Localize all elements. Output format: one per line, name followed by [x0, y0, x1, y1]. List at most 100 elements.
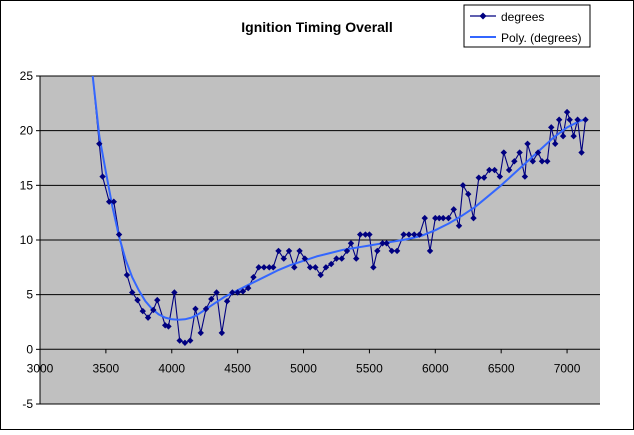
data-point-marker	[524, 140, 531, 147]
data-point-marker	[229, 289, 236, 296]
data-point-marker	[534, 149, 542, 156]
data-point-marker	[496, 173, 504, 180]
data-point-marker	[465, 190, 472, 198]
data-point-marker	[115, 231, 123, 238]
data-point-marker	[470, 214, 477, 222]
data-point-marker	[213, 289, 220, 296]
data-point-marker	[239, 288, 247, 295]
data-point-marker	[187, 337, 194, 344]
legend: degrees Poly. (degrees)	[463, 4, 591, 48]
data-point-marker	[333, 255, 340, 262]
data-point-marker	[566, 116, 573, 123]
data-point-marker	[538, 158, 546, 165]
data-point-marker	[123, 271, 131, 279]
data-point-marker	[405, 231, 413, 238]
series-layer	[91, 76, 589, 346]
data-point-marker	[317, 271, 324, 279]
data-point-marker	[486, 166, 493, 174]
chart-title: Ignition Timing Overall	[241, 19, 392, 35]
data-point-marker	[139, 307, 146, 315]
data-point-marker	[353, 255, 360, 262]
data-point-marker	[96, 140, 103, 147]
data-point-marker	[459, 182, 467, 189]
data-point-marker	[374, 247, 381, 255]
data-point-marker	[400, 231, 407, 238]
y-tick-label: -5	[22, 397, 33, 411]
data-point-marker	[270, 264, 277, 271]
data-point-marker	[393, 247, 401, 255]
data-point-marker	[432, 214, 439, 222]
data-point-marker	[574, 116, 581, 123]
data-point-marker	[555, 116, 563, 123]
data-point-marker	[165, 323, 172, 330]
y-tick-label: 0	[26, 342, 33, 356]
data-point-marker	[480, 174, 488, 181]
data-point-marker	[388, 247, 396, 255]
data-point-marker	[505, 166, 513, 174]
data-point-marker	[455, 222, 463, 229]
data-point-marker	[578, 149, 585, 156]
legend-degrees-label: degrees	[501, 10, 544, 24]
data-point-marker	[223, 298, 231, 305]
data-point-marker	[563, 108, 571, 116]
data-point-marker	[379, 240, 386, 247]
data-point-marker	[181, 339, 189, 346]
y-tick-label: 25	[20, 69, 34, 83]
data-point-marker	[250, 273, 257, 281]
data-point-marker	[266, 264, 273, 271]
data-point-marker	[436, 214, 443, 222]
data-point-marker	[450, 206, 457, 213]
x-tick-label: 4500	[224, 361, 251, 375]
data-point-marker	[544, 158, 551, 165]
data-point-marker	[306, 264, 314, 271]
data-point-marker	[416, 231, 423, 238]
data-point-marker	[338, 255, 345, 262]
legend-poly-label: Poly. (degrees)	[501, 31, 581, 45]
data-point-marker	[291, 264, 298, 271]
y-tick-label: 15	[20, 178, 34, 192]
data-point-marker	[570, 132, 577, 140]
data-point-marker	[202, 305, 210, 313]
data-point-marker	[343, 247, 351, 255]
data-point-marker	[312, 264, 319, 271]
data-point-marker	[255, 264, 262, 271]
data-point-marker	[129, 289, 136, 296]
data-point-marker	[218, 329, 226, 337]
data-point-marker	[296, 247, 303, 255]
data-point-marker	[154, 296, 161, 304]
data-point-marker	[500, 149, 508, 156]
data-point-marker	[552, 140, 559, 147]
x-tick-label: 5000	[290, 361, 317, 375]
data-point-marker	[362, 231, 369, 238]
x-tick-label: 7000	[554, 361, 581, 375]
axis-ticks: -5 0 5 10 15 20 25 3000 3500 4000 4500 5000 5500 6000…	[20, 69, 581, 411]
data-point-marker	[491, 166, 498, 174]
x-tick-label: 5500	[356, 361, 383, 375]
data-point-marker	[285, 247, 293, 255]
data-point-marker	[411, 231, 418, 238]
data-point-marker	[347, 240, 355, 247]
y-tick-label: 5	[26, 288, 33, 302]
legend-degrees-marker-icon	[479, 12, 487, 20]
x-tick-label: 3500	[93, 361, 120, 375]
data-point-marker	[150, 306, 157, 314]
data-point-marker	[275, 247, 282, 255]
data-point-marker	[260, 264, 268, 271]
data-point-marker	[548, 124, 555, 131]
data-point-marker	[426, 247, 434, 255]
data-point-marker	[475, 174, 482, 181]
data-point-marker	[105, 198, 113, 205]
y-tick-label: 20	[20, 124, 34, 138]
x-tick-label: 6500	[488, 361, 515, 375]
legend-box	[463, 4, 591, 48]
data-point-marker	[445, 214, 452, 222]
data-point-marker	[370, 264, 377, 271]
x-tick-label: 4000	[158, 361, 185, 375]
data-point-marker	[322, 264, 330, 271]
data-point-marker	[511, 158, 518, 165]
data-point-marker	[328, 260, 335, 268]
data-point-marker	[421, 214, 428, 222]
y-tick-label: 10	[20, 233, 34, 247]
